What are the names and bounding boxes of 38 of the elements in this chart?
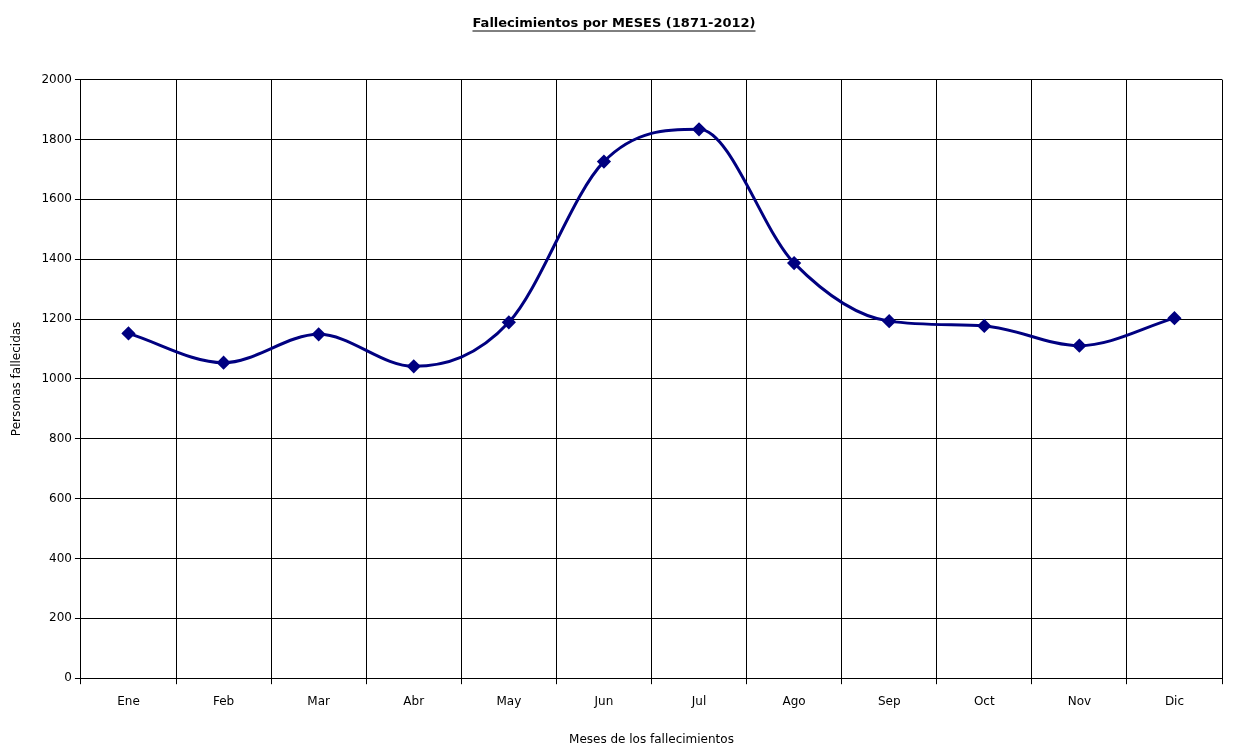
x-tick-label: Abr — [403, 693, 425, 708]
point — [1072, 339, 1086, 353]
point — [597, 155, 611, 169]
x-tick-label: Sep — [877, 693, 901, 708]
y-tick-label: 0 — [64, 670, 72, 685]
x-tick-label: Ene — [117, 693, 140, 708]
y-tick-label: 1000 — [41, 371, 72, 386]
y-tick-label: 1200 — [41, 311, 72, 326]
x-tick-label: Oct — [973, 693, 995, 708]
x-tick-label: Jul — [690, 693, 707, 708]
x-tick-label: May — [496, 693, 522, 708]
point — [977, 319, 991, 333]
y-tick-label: 800 — [49, 430, 72, 445]
y-tick-label: 600 — [49, 490, 72, 505]
x-tick-label: Feb — [212, 693, 235, 708]
chart-title: Fallecimientos por MESES (1871-2012) — [472, 15, 756, 31]
point — [787, 256, 801, 270]
y-tick-label: 200 — [49, 610, 72, 625]
y-tick-label: 1400 — [41, 251, 72, 266]
y-tick-label: 1800 — [41, 131, 72, 146]
point — [312, 327, 326, 341]
x-tick-label: Ago — [782, 693, 806, 708]
point — [692, 122, 706, 136]
x-tick-label: Mar — [307, 693, 331, 708]
x-tick-label: Dic — [1164, 693, 1185, 708]
y-tick-label: 1600 — [41, 191, 72, 206]
x-tick-label: Nov — [1067, 693, 1092, 708]
y-axis-title: Personas fallecidas — [9, 321, 24, 437]
point — [1167, 311, 1181, 325]
point — [502, 315, 516, 329]
point — [217, 356, 231, 370]
y-tick-label: 400 — [49, 550, 72, 565]
x-tick-label: Jun — [593, 693, 614, 708]
point — [407, 359, 421, 373]
x-axis-title: Meses de los fallecimientos — [569, 731, 734, 746]
y-tick-label: 2000 — [41, 71, 72, 86]
point — [121, 326, 135, 340]
point — [882, 314, 896, 328]
